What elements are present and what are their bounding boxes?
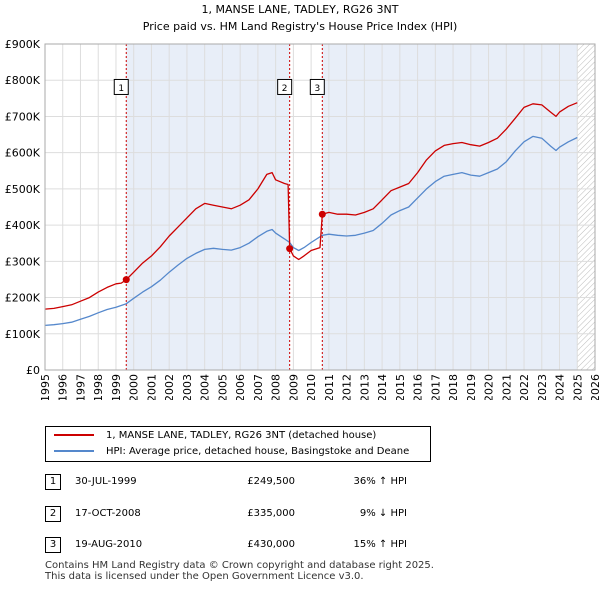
transaction-point	[286, 245, 294, 253]
x-tick-label: 1995	[39, 374, 52, 400]
x-tick-label: 2007	[252, 374, 265, 400]
x-tick-label: 2020	[483, 374, 496, 400]
transaction-number: 2	[45, 506, 61, 522]
plot-area: 1 2 3 £0 £100K £200K £300K £400K £500K £600K £700K…	[5, 38, 600, 400]
chart-subtitle: Price paid vs. HM Land Registry's House …	[143, 20, 458, 33]
x-tick-label: 2003	[181, 374, 194, 400]
x-tick-label: 2004	[199, 374, 212, 400]
transaction-label: 3	[314, 84, 320, 94]
x-tick-label: 2006	[234, 374, 247, 400]
transaction-point	[122, 276, 130, 284]
transaction-number: 3	[45, 537, 61, 553]
hpi-line-swatch	[54, 450, 94, 452]
transaction-label-box	[277, 78, 293, 95]
x-tick-label: 2013	[358, 374, 371, 400]
chart-svg: 1, MANSE LANE, TADLEY, RG26 3NT Price pa…	[5, 3, 600, 400]
x-tick-label: 2005	[216, 374, 229, 400]
legend-item-hpi: HPI: Average price, detached house, Basi…	[54, 444, 409, 460]
y-tick-label: £300K	[5, 255, 41, 268]
legend-item-property: 1, MANSE LANE, TADLEY, RG26 3NT (detache…	[54, 428, 376, 444]
y-tick-label: £600K	[5, 147, 41, 160]
x-tick-label: 1999	[110, 374, 123, 400]
shaded-range	[322, 44, 578, 370]
property-price-line	[44, 102, 578, 310]
footer-licence: This data is licensed under the Open Gov…	[45, 571, 364, 582]
x-tick-label: 2000	[128, 374, 141, 400]
x-tick-label: 2002	[163, 374, 176, 400]
x-tick-label: 2011	[323, 374, 336, 400]
x-tick-label: 2015	[394, 374, 407, 400]
transaction-label: 2	[282, 84, 288, 94]
legend: 1, MANSE LANE, TADLEY, RG26 3NT (detache…	[45, 426, 431, 462]
x-tick-label: 2014	[376, 374, 389, 400]
transaction-point	[318, 210, 326, 218]
price-chart: 1, MANSE LANE, TADLEY, RG26 3NT Price pa…	[5, 3, 600, 400]
y-tick-label: £800K	[5, 74, 41, 87]
chart-title: 1, MANSE LANE, TADLEY, RG26 3NT	[201, 3, 398, 16]
transaction-hpi-diff: 15% ↑ HPI	[353, 539, 407, 550]
x-tick-label: 1998	[92, 374, 105, 400]
x-tick-label: 2017	[429, 374, 442, 400]
legend-property-label: 1, MANSE LANE, TADLEY, RG26 3NT (detache…	[106, 430, 377, 441]
hpi-line	[44, 135, 578, 327]
transaction-price: £430,000	[247, 539, 295, 550]
x-tick-label: 2021	[500, 374, 513, 400]
x-tick-label: 2019	[465, 374, 478, 400]
y-tick-label: £700K	[5, 110, 41, 123]
x-tick-label: 2022	[518, 374, 531, 400]
y-tick-label: £200K	[5, 292, 41, 305]
footer: Contains HM Land Registry data © Crown c…	[45, 560, 434, 582]
x-tick-label: 2023	[536, 374, 549, 400]
x-tick-label: 2009	[287, 374, 300, 400]
y-tick-label: £900K	[5, 38, 41, 51]
transaction-price: £249,500	[247, 476, 295, 487]
x-tick-label: 2016	[412, 374, 425, 400]
x-tick-label: 2025	[571, 374, 584, 400]
transaction-number: 1	[45, 474, 61, 490]
transaction-date: 30-JUL-1999	[75, 476, 137, 487]
x-tick-label: 2010	[305, 374, 318, 400]
x-tick-label: 2026	[589, 374, 600, 400]
y-tick-label: £100K	[5, 328, 41, 341]
transaction-hpi-diff: 36% ↑ HPI	[353, 476, 407, 487]
x-tick-label: 2018	[447, 374, 460, 400]
transaction-date: 19-AUG-2010	[75, 539, 143, 550]
legend-hpi-label: HPI: Average price, detached house, Basi…	[106, 446, 410, 457]
y-tick-label: £400K	[5, 219, 41, 232]
x-tick-label: 2012	[341, 374, 354, 400]
shaded-range	[126, 44, 290, 370]
footer-copyright: Contains HM Land Registry data © Crown c…	[45, 560, 434, 571]
plot-frame	[44, 43, 596, 371]
transaction-label-box	[309, 78, 325, 95]
transaction-price: £335,000	[247, 508, 295, 519]
y-tick-label: £500K	[5, 183, 41, 196]
transaction-label: 1	[118, 84, 124, 94]
property-line-swatch	[54, 434, 94, 436]
transaction-label-box	[113, 78, 129, 95]
x-tick-label: 2024	[554, 374, 567, 400]
x-tick-label: 2008	[270, 374, 283, 400]
transaction-hpi-diff: 9% ↓ HPI	[359, 508, 407, 519]
y-tick-label: £0	[26, 364, 40, 377]
x-tick-label: 1996	[57, 374, 70, 400]
forecast-hatch	[577, 44, 595, 370]
x-tick-label: 2001	[145, 374, 158, 400]
transaction-date: 17-OCT-2008	[75, 508, 141, 519]
x-tick-label: 1997	[74, 374, 87, 400]
